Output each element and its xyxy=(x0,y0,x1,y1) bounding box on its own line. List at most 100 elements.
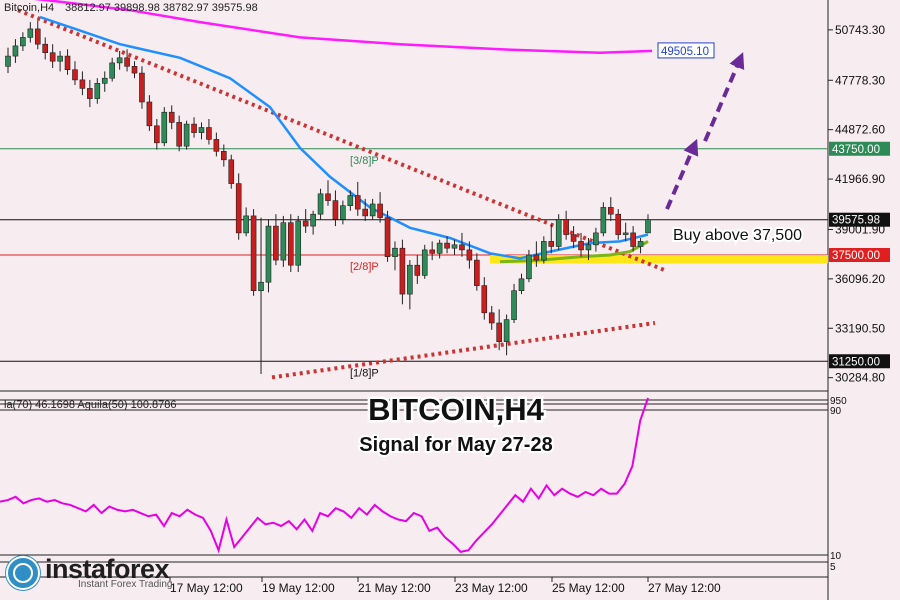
chart-subtitle: Signal for May 27-28 xyxy=(359,434,552,456)
candle-body xyxy=(340,205,346,220)
x-tick-label: 21 May 12:00 xyxy=(358,581,431,595)
candle-body xyxy=(213,139,220,152)
y-tick-label: 41966.90 xyxy=(835,172,885,186)
level-tag-text: 31250.00 xyxy=(832,356,880,368)
candle-body xyxy=(607,207,614,215)
level-tag-bg xyxy=(829,248,890,262)
y-tick-label: 36096.20 xyxy=(835,272,885,286)
candle-body xyxy=(42,43,49,54)
candle-body xyxy=(302,220,309,227)
level-tag-bg xyxy=(829,212,890,227)
indicator-level-label: 10 xyxy=(830,551,842,562)
level-tag-text: 37500.00 xyxy=(832,250,880,262)
candle-body xyxy=(548,241,555,247)
x-tick-label: 23 May 12:00 xyxy=(455,581,528,595)
brand-name: instaforex xyxy=(45,553,170,584)
candle-body xyxy=(34,28,41,45)
level-tag-bg xyxy=(829,141,890,156)
candle-body xyxy=(168,111,175,123)
candle-body xyxy=(578,241,584,251)
indicator-level-label: 950 xyxy=(830,396,847,407)
candle-body xyxy=(317,193,324,215)
candle-body xyxy=(630,232,636,247)
candle-body xyxy=(615,213,622,235)
candle-body xyxy=(295,220,302,266)
candlesticks xyxy=(5,20,651,374)
candle-body xyxy=(235,183,242,234)
candle-body xyxy=(429,249,435,254)
candle-body xyxy=(116,57,123,64)
candle-body xyxy=(369,203,376,217)
brand-tagline: Instant Forex Trading xyxy=(78,578,173,590)
candle-body xyxy=(518,278,525,291)
y-tick-label: 44872.60 xyxy=(835,123,885,137)
candle-body xyxy=(139,72,145,103)
signal-arrows xyxy=(665,52,745,210)
candle-body xyxy=(72,69,78,81)
candle-body xyxy=(600,207,607,234)
candle-body xyxy=(541,241,547,261)
candle-body xyxy=(221,151,227,161)
candle-body xyxy=(392,247,398,257)
ohlc-readout: 38812.97 39898.98 38782.97 39575.98 xyxy=(65,2,258,14)
murrey-levels: [3/8]P [2/8]P [1/8]P xyxy=(0,148,828,379)
candle-body xyxy=(191,123,197,133)
brand-logo: instaforex Instant Forex Trading xyxy=(6,553,173,590)
level-label: [3/8]P xyxy=(350,155,379,167)
ma-value-text: 49505.10 xyxy=(661,46,709,58)
candle-body xyxy=(496,322,502,343)
x-tick-label: 27 May 12:00 xyxy=(648,581,721,595)
candle-body xyxy=(421,249,428,276)
candle-body xyxy=(407,264,413,295)
candle-body xyxy=(451,244,458,249)
candle-body xyxy=(131,66,138,74)
candle-body xyxy=(466,249,473,261)
ma-line xyxy=(33,0,653,54)
candle-body xyxy=(250,215,257,291)
candle-body xyxy=(377,203,383,218)
level-label: [1/8]P xyxy=(350,367,379,379)
indicator-readout: la(70) 46.1698 Aguila(50) 100.8786 xyxy=(4,399,176,411)
buy-signal-halo: Buy above 37,500 xyxy=(673,227,802,244)
candle-body xyxy=(414,264,421,276)
support-zone xyxy=(490,255,828,264)
symbol-header: Bitcoin,H4 xyxy=(4,2,54,14)
candle-body xyxy=(555,219,562,247)
candle-body xyxy=(87,88,93,99)
candle-body xyxy=(436,242,443,254)
candle-body xyxy=(198,127,205,133)
candle-body xyxy=(459,244,465,251)
candle-body xyxy=(176,122,182,147)
indicator-level-label: 90 xyxy=(830,406,842,417)
candle-body xyxy=(347,195,354,206)
trend-line xyxy=(271,321,656,380)
candle-body xyxy=(265,225,272,283)
candle-body xyxy=(511,290,517,320)
candle-body xyxy=(243,215,249,234)
y-tick-label: 50743.30 xyxy=(835,23,885,37)
brand-mark-icon xyxy=(6,556,40,590)
candle-body xyxy=(183,123,190,147)
price-axis: 50743.3047778.3044872.6041966.9039001.90… xyxy=(828,23,890,385)
candle-body xyxy=(310,213,316,227)
candle-body xyxy=(444,242,450,249)
candle-body xyxy=(64,55,71,70)
y-tick-label: 33190.50 xyxy=(835,321,885,335)
candle-body xyxy=(503,319,510,343)
candle-body xyxy=(481,285,488,314)
candle-body xyxy=(332,200,339,220)
candle-body xyxy=(474,259,480,286)
indicator-line xyxy=(0,397,649,554)
candle-body xyxy=(325,193,331,201)
candle-body xyxy=(161,111,168,144)
candle-body xyxy=(645,219,651,234)
candle-body xyxy=(124,57,130,67)
candle-body xyxy=(399,247,406,295)
ma-value-tag xyxy=(657,42,715,59)
level-tag-bg xyxy=(829,354,890,369)
chart-title: BITCOIN,H4 xyxy=(368,392,544,427)
candle-body xyxy=(280,222,287,261)
